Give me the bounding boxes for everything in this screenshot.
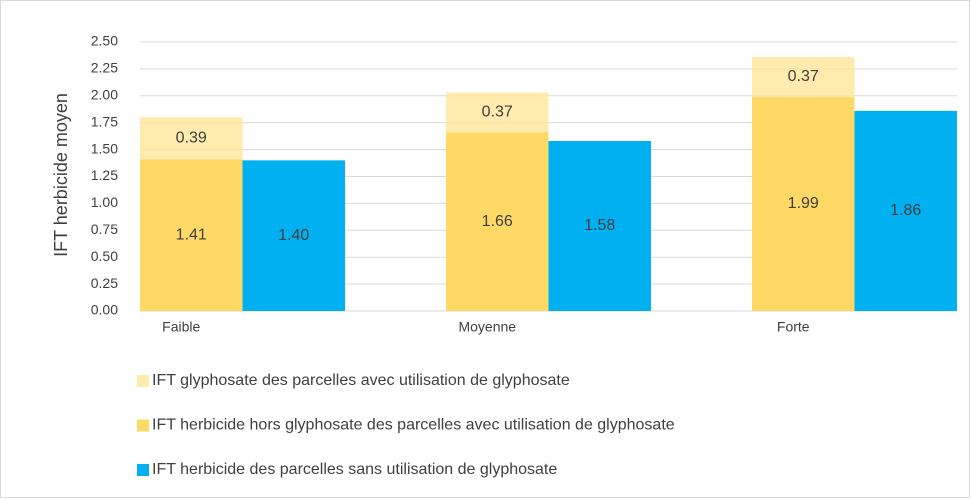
legend-label: IFT glyphosate des parcelles avec utilis…	[152, 372, 570, 389]
data-label: 1.58	[584, 217, 615, 234]
legend-swatch	[137, 375, 149, 387]
x-tick-label: Faible	[162, 319, 200, 335]
bar	[446, 132, 549, 311]
y-tick-label: 0.00	[91, 302, 118, 318]
y-axis-label: IFT herbicide moyen	[51, 93, 71, 257]
bar	[446, 92, 549, 133]
data-label: 1.66	[482, 213, 513, 230]
y-tick-label: 0.75	[91, 221, 118, 237]
y-tick-label: 2.25	[91, 60, 118, 76]
data-label: 0.37	[482, 104, 513, 121]
legend-label: IFT herbicide hors glyphosate des parcel…	[152, 417, 675, 434]
y-tick-label: 0.50	[91, 248, 118, 264]
data-label: 0.37	[788, 68, 819, 85]
data-label: 0.39	[176, 130, 207, 147]
data-label: 1.99	[788, 195, 819, 212]
bar	[140, 159, 243, 311]
y-tick-label: 2.00	[91, 87, 118, 103]
legend-swatch	[137, 464, 149, 476]
x-tick-label: Moyenne	[458, 319, 516, 335]
legend-label: IFT herbicide des parcelles sans utilisa…	[152, 461, 557, 478]
y-tick-label: 0.25	[91, 275, 118, 291]
data-label: 1.40	[278, 227, 309, 244]
y-tick-label: 1.50	[91, 140, 118, 156]
bar	[242, 160, 345, 311]
y-tick-label: 1.25	[91, 167, 118, 183]
bar	[752, 57, 855, 97]
y-tick-label: 2.50	[91, 33, 118, 49]
bar	[854, 110, 957, 311]
legend-swatch	[137, 419, 149, 432]
bar	[140, 117, 243, 160]
bar	[548, 140, 651, 311]
data-label: 1.41	[176, 226, 207, 243]
x-tick-label: Forte	[777, 319, 810, 335]
y-tick-label: 1.75	[91, 113, 118, 129]
bar	[752, 96, 855, 311]
data-label: 1.86	[890, 202, 921, 219]
y-tick-label: 1.00	[91, 194, 118, 210]
